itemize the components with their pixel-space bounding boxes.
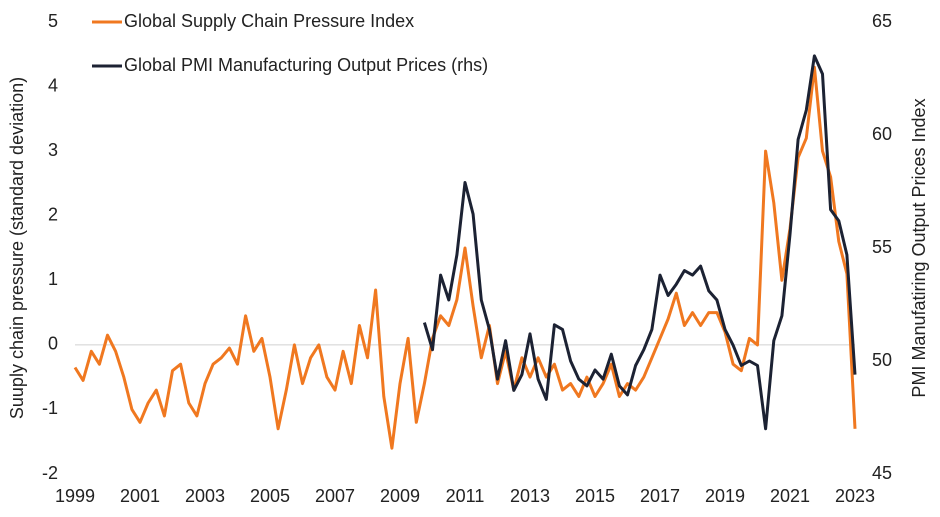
- x-tick-label: 2005: [250, 486, 290, 506]
- y2-tick-label: 50: [872, 350, 892, 370]
- y2-tick-label: 45: [872, 463, 892, 483]
- y-tick-label: -2: [42, 463, 58, 483]
- y-tick-label: 4: [48, 75, 58, 95]
- y-tick-label: 2: [48, 204, 58, 224]
- y-tick-label: 3: [48, 140, 58, 160]
- x-tick-label: 2017: [640, 486, 680, 506]
- y2-tick-label: 65: [872, 11, 892, 31]
- x-tick-label: 2023: [835, 486, 875, 506]
- series-line: [73, 65, 857, 450]
- y2-tick-label: 60: [872, 124, 892, 144]
- legend-label: Global PMI Manufacturing Output Prices (…: [124, 55, 488, 75]
- y-tick-label: 0: [48, 334, 58, 354]
- y-axis-title: Suuply chain pressure (standard deviatio…: [7, 77, 27, 419]
- y2-axis-title: PMI Manufatiring Output Prices Index: [909, 98, 929, 397]
- x-tick-label: 2015: [575, 486, 615, 506]
- x-tick-label: 2007: [315, 486, 355, 506]
- x-tick-label: 2001: [120, 486, 160, 506]
- series-line: [422, 54, 857, 431]
- x-tick-label: 2003: [185, 486, 225, 506]
- x-tick-label: 2013: [510, 486, 550, 506]
- legend-label: Global Supply Chain Pressure Index: [124, 11, 414, 31]
- y-tick-label: -1: [42, 398, 58, 418]
- x-tick-label: 1999: [55, 486, 95, 506]
- y-tick-label: 5: [48, 11, 58, 31]
- x-tick-label: 2009: [380, 486, 420, 506]
- x-tick-label: 2021: [770, 486, 810, 506]
- y-tick-label: 1: [48, 269, 58, 289]
- y2-tick-label: 55: [872, 237, 892, 257]
- x-tick-label: 2019: [705, 486, 745, 506]
- x-tick-label: 2011: [446, 486, 485, 506]
